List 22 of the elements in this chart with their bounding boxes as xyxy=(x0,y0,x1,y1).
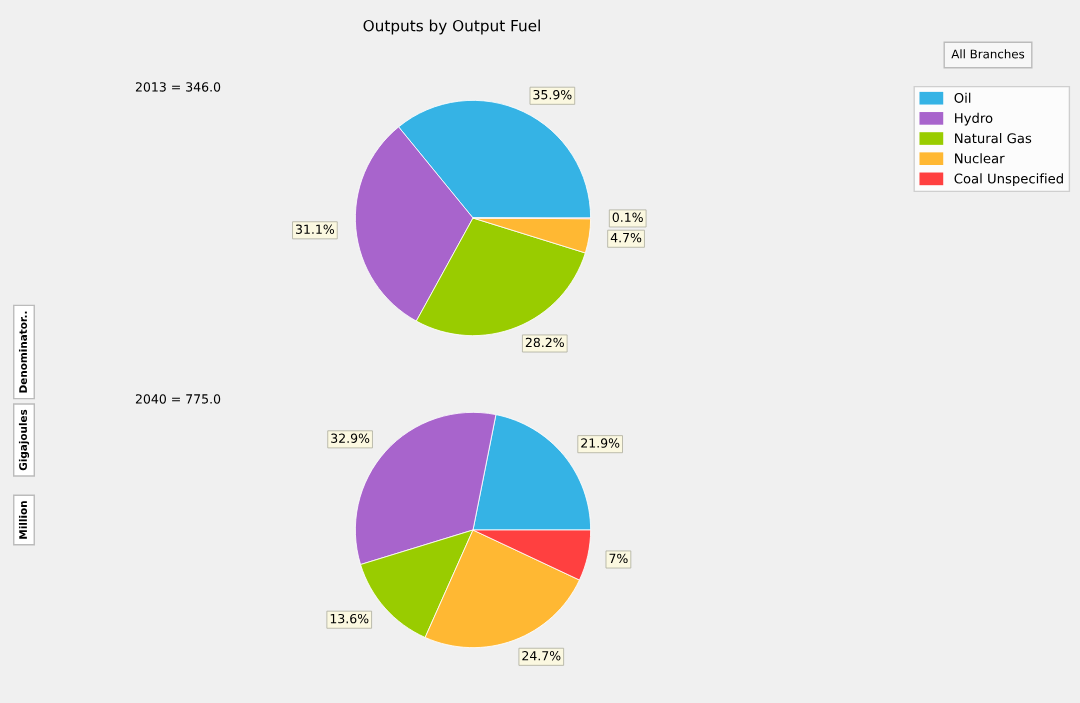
text: 2040 = 775.0 xyxy=(135,394,221,404)
data-label: 13.6% xyxy=(330,613,369,624)
text: Gigajoules xyxy=(18,409,30,471)
data-label: 31.1% xyxy=(296,224,335,234)
legend-label: Oil xyxy=(954,92,971,103)
data-label: 24.7% xyxy=(522,650,561,661)
data-label: 4.7% xyxy=(610,232,642,243)
text: Denominator.. xyxy=(18,311,28,393)
legend-label: Natural Gas xyxy=(955,132,1032,144)
legend-label: Coal Unspecified xyxy=(954,173,1063,187)
data-label: 28.2% xyxy=(525,337,564,348)
chart-title: Outputs by Output Fuel xyxy=(363,19,540,35)
data-label: 32.9% xyxy=(331,433,370,443)
data-label: 35.9% xyxy=(533,89,572,100)
text: 2013 = 346.0 xyxy=(135,82,221,92)
data-label: 0.1% xyxy=(612,212,643,223)
data-label: 21.9% xyxy=(581,438,620,448)
data-label: 7% xyxy=(609,553,628,564)
legend-label: Nuclear xyxy=(955,153,1005,164)
text: All Branches xyxy=(951,49,1025,59)
text: Million xyxy=(18,501,28,539)
legend-label: Hydro xyxy=(955,112,993,126)
